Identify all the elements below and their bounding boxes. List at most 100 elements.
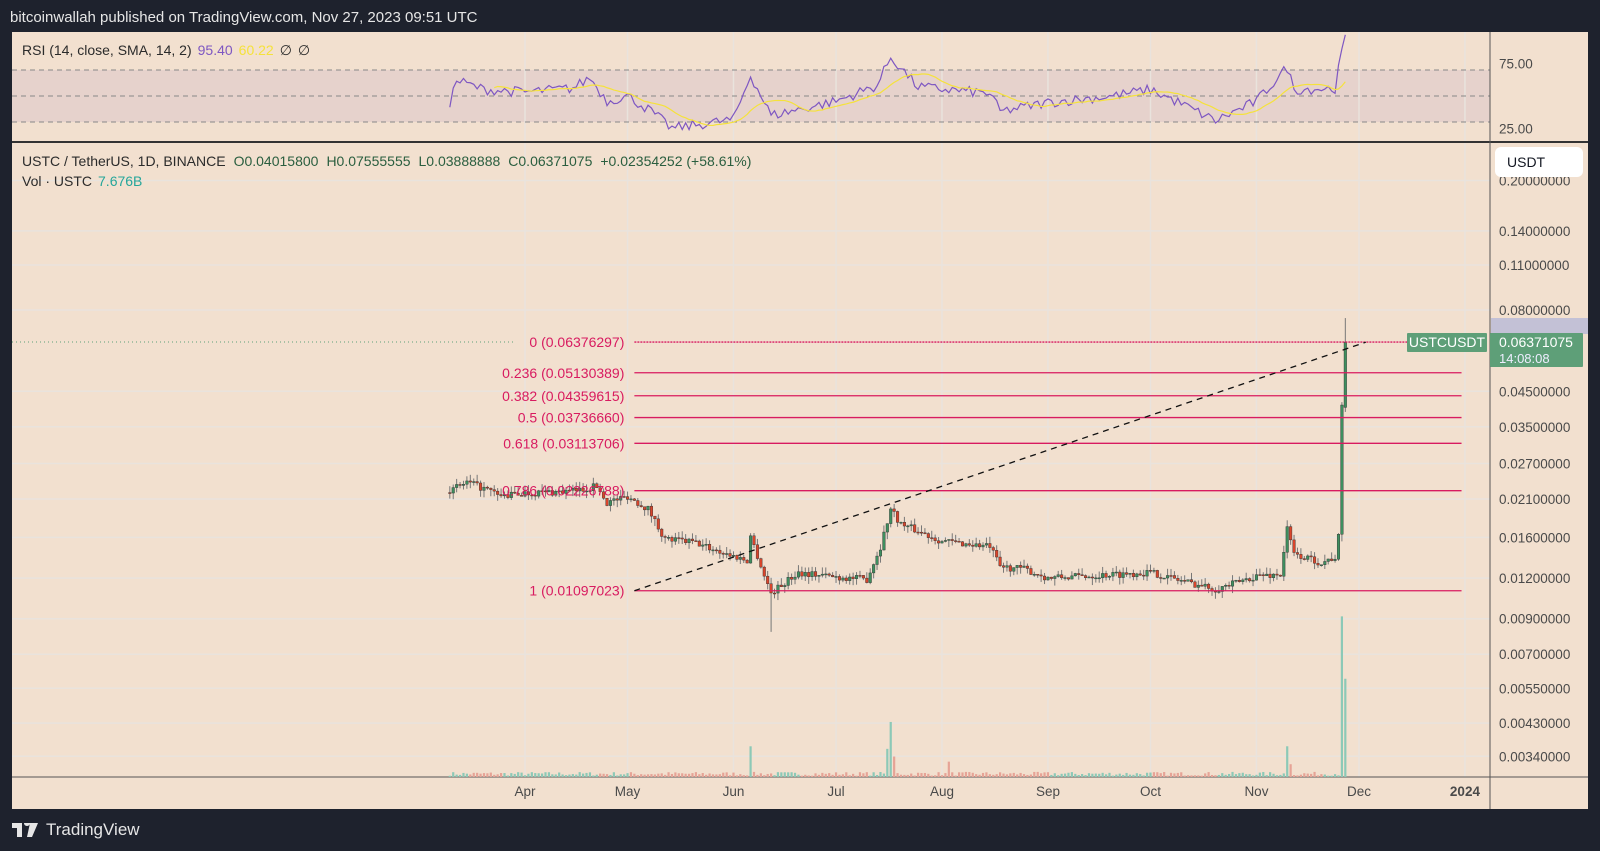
volume-bar xyxy=(848,775,851,777)
candle-body xyxy=(779,584,783,587)
volume-bar xyxy=(875,774,879,777)
candle-body xyxy=(1176,578,1180,581)
candle-body xyxy=(540,490,544,492)
candle-body xyxy=(1002,565,1006,568)
candle-body xyxy=(731,555,735,557)
candle-body xyxy=(950,539,954,541)
candle-body xyxy=(1135,573,1139,578)
tradingview-logo[interactable]: TradingView xyxy=(12,820,140,840)
candle-body xyxy=(967,543,971,546)
rsi-title: RSI (14, close, SMA, 14, 2) xyxy=(22,42,192,58)
volume-bar xyxy=(1169,772,1173,777)
candle-body xyxy=(714,549,718,552)
volume-bar xyxy=(544,772,547,777)
volume-bar xyxy=(1299,774,1302,777)
fib-level-label: 0.618 (0.03113706) xyxy=(503,435,624,451)
price-axis-label: 0.00340000 xyxy=(1499,749,1570,764)
fib-level-label: 0.236 (0.05130389) xyxy=(502,365,624,381)
candle-body xyxy=(660,528,664,537)
volume-bar xyxy=(1067,772,1070,777)
candle-body xyxy=(1330,558,1334,561)
candle-body xyxy=(1193,581,1197,588)
volume-bar xyxy=(1282,773,1285,777)
fib-level-label: 0.786 (0.02226788) xyxy=(502,483,624,499)
volume-bar xyxy=(1214,775,1217,777)
volume-bar xyxy=(1289,764,1292,777)
candle-body xyxy=(554,491,558,496)
candle-body xyxy=(646,505,650,511)
candle-body xyxy=(947,539,951,541)
candle-body xyxy=(677,537,681,539)
volume-bar xyxy=(1344,678,1347,777)
candle-body xyxy=(954,540,958,542)
candle-body xyxy=(1025,565,1029,569)
volume-bar xyxy=(493,774,496,777)
volume-bar xyxy=(783,772,786,777)
rsi-axis-label: 75.00 xyxy=(1499,57,1533,72)
time-axis-label: Oct xyxy=(1140,784,1161,799)
volume-bar xyxy=(1050,774,1053,777)
candle-body xyxy=(1172,575,1176,579)
volume-bar xyxy=(1135,773,1138,777)
volume-legend[interactable]: Vol · USTC 7.676B xyxy=(22,173,142,189)
candle-body xyxy=(656,518,660,530)
volume-bar xyxy=(742,775,745,777)
price-axis-label: 0.01200000 xyxy=(1499,571,1570,586)
price-axis-label: 0.01600000 xyxy=(1499,530,1570,545)
candle-body xyxy=(1207,583,1211,589)
candle-body xyxy=(721,553,725,555)
volume-bar xyxy=(797,774,800,777)
candle-body xyxy=(902,521,906,527)
symbol-tag xyxy=(1407,333,1487,352)
candle-body xyxy=(1316,563,1320,566)
candle-body xyxy=(984,543,988,546)
volume-bar xyxy=(1149,772,1152,777)
rsi-group xyxy=(449,34,1346,132)
candle-body xyxy=(964,543,968,547)
candle-body xyxy=(537,490,541,497)
candle-body xyxy=(1032,574,1036,576)
candle-body xyxy=(1118,571,1122,578)
candle-body xyxy=(1152,570,1156,572)
volume-bar xyxy=(807,775,810,777)
candle-body xyxy=(550,490,554,496)
volume-bar xyxy=(1251,775,1255,777)
candle-body xyxy=(1169,575,1173,577)
volume-bar xyxy=(944,773,947,777)
candle-body xyxy=(1107,575,1111,578)
candle-body xyxy=(1261,574,1265,576)
candle-body xyxy=(725,553,729,555)
time-axis-label: Aug xyxy=(930,784,954,799)
candle-body xyxy=(810,571,814,577)
candle-body xyxy=(1299,554,1303,559)
symbol-legend[interactable]: USTC / TetherUS, 1D, BINANCE O0.04015800 H… xyxy=(22,153,751,169)
chart-frame[interactable] xyxy=(12,32,1588,809)
volume-bar xyxy=(568,774,571,777)
candle-body xyxy=(1145,570,1149,577)
candle-body xyxy=(841,577,845,581)
volume-bar xyxy=(1272,773,1275,777)
candle-body xyxy=(1326,558,1330,562)
candle-body xyxy=(728,553,732,557)
volume-bar xyxy=(1323,774,1326,777)
rsi-legend[interactable]: RSI (14, close, SMA, 14, 2) 95.40 60.22 ∅ ∅ xyxy=(22,42,310,59)
candle-body xyxy=(885,523,889,533)
candle-body xyxy=(704,544,708,546)
volume-bar xyxy=(1316,775,1320,777)
brand-name: TradingView xyxy=(46,820,140,839)
candle-body xyxy=(1043,575,1047,581)
volume-bar xyxy=(1221,773,1224,777)
candle-body xyxy=(961,541,965,547)
volume-bar xyxy=(1122,774,1125,777)
candle-body xyxy=(807,572,811,577)
volume-bar xyxy=(523,775,527,777)
candle-body xyxy=(978,543,982,548)
candle-body xyxy=(1275,573,1279,576)
time-axis-label: Nov xyxy=(1244,784,1268,799)
volume-bar xyxy=(1296,775,1299,777)
volume-bar xyxy=(910,773,913,777)
currency-button[interactable]: USDT xyxy=(1495,147,1583,177)
candle-body xyxy=(766,575,770,584)
volume-bar xyxy=(1026,774,1029,777)
